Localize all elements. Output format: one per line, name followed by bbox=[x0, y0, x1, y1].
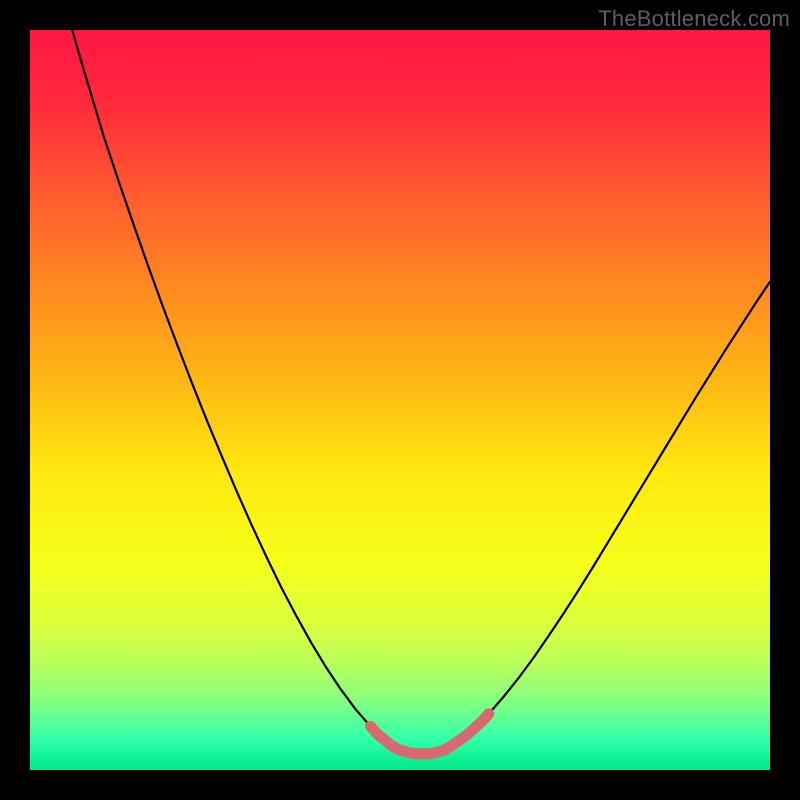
chart-frame: TheBottleneck.com bbox=[0, 0, 800, 800]
chart-background bbox=[30, 30, 770, 770]
plot-area bbox=[30, 30, 770, 770]
watermark-text: TheBottleneck.com bbox=[598, 6, 790, 32]
chart-svg bbox=[30, 30, 770, 770]
